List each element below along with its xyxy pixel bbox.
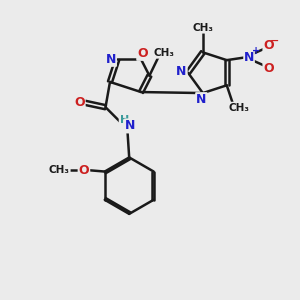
Text: H: H [120,115,129,125]
Text: O: O [74,96,85,109]
Text: CH₃: CH₃ [192,23,213,33]
Text: N: N [125,119,135,132]
Text: +: + [251,46,260,56]
Text: O: O [263,62,274,75]
Text: O: O [79,164,89,177]
Text: CH₃: CH₃ [229,103,250,112]
Text: O: O [263,39,274,52]
Text: O: O [137,47,148,60]
Text: N: N [244,51,254,64]
Text: −: − [270,35,280,46]
Text: N: N [196,93,206,106]
Text: N: N [176,65,187,78]
Text: CH₃: CH₃ [153,48,174,58]
Text: N: N [106,53,116,66]
Text: CH₃: CH₃ [49,165,70,175]
